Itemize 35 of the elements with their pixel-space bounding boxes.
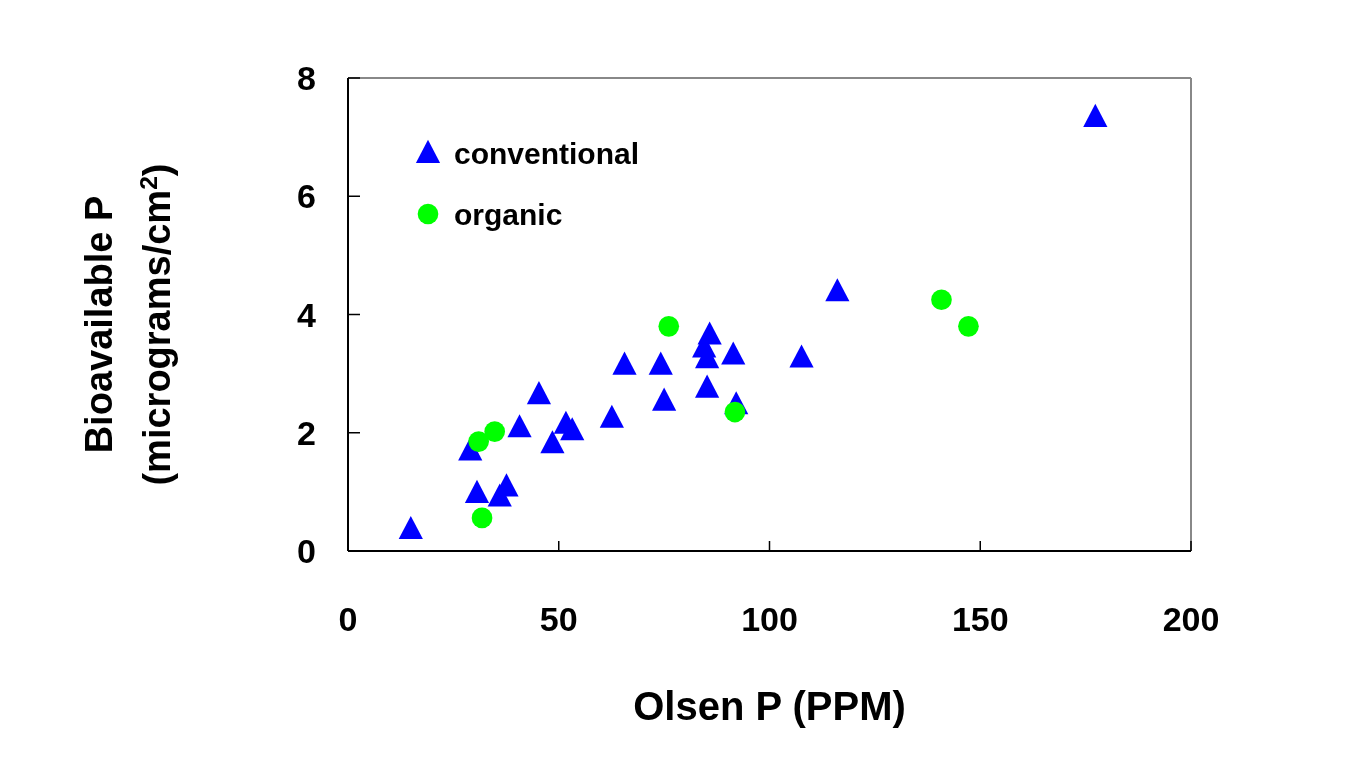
y-tick-label: 8 [297,59,316,97]
point [468,431,490,452]
point [507,414,532,438]
point [464,479,490,503]
point [789,344,814,368]
point [398,515,423,540]
point [484,421,506,442]
x-tick-label: 50 [539,600,578,638]
point [652,387,677,411]
y-tick-label: 0 [297,532,316,570]
point [958,315,979,337]
x-tick-label: 0 [338,600,358,638]
x-tick-label: 200 [1162,600,1220,638]
legend-label: conventional [454,136,640,170]
point [1083,103,1108,127]
y-tick-label: 4 [297,295,317,334]
point [526,381,552,405]
point [695,374,720,398]
y-tick-label: 2 [297,413,316,452]
point [471,507,493,529]
point [599,404,624,428]
y-tick-label: 6 [297,177,316,216]
point [540,430,565,454]
point [658,315,680,337]
x-tick-label: 150 [951,600,1009,638]
x-axis-title: Olsen P (PPM) [633,684,906,728]
point [724,401,746,423]
point [931,289,952,311]
x-tick-label: 100 [741,600,798,638]
point [825,278,850,302]
legend-label: organic [454,197,563,231]
point [612,351,637,375]
point [560,417,585,441]
point [648,351,673,375]
point [721,341,746,365]
